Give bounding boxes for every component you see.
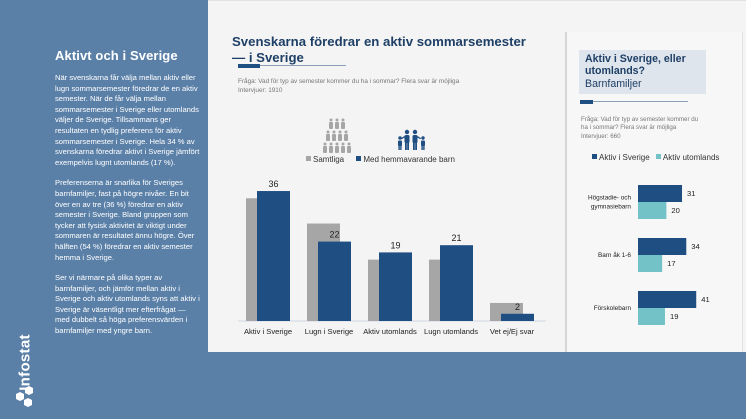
right-chart-subtitle: Barnfamiljer [585,78,642,90]
side-bar-chart: 31 20 Högstadie- och gymnasiebarn 34 17 Barn å… [588,185,710,325]
chart-title: Svenskarna föredrar en aktiv sommarsemes… [232,34,526,65]
legend-swatch-blue [592,154,597,159]
y-tick-label: gymnasiebarn [591,204,632,211]
bar-aktiv-utomlands [638,202,667,219]
legend-samtliga: Samtliga [306,155,344,164]
bar-med-barn [379,252,412,321]
bar-aktiv-utomlands [638,255,663,272]
data-label: 17 [667,259,675,268]
right-question: Fråga: Vad för typ av semester kommer du… [581,116,711,141]
legend-barn: Med hemmavarande barn [356,155,455,164]
data-label: 34 [691,242,699,251]
x-tick-label: Lugn i Sverige [305,327,354,336]
sidebar: Aktivt och i Sverige När svenskarna får … [55,48,200,347]
panel-divider [565,32,567,352]
legend-aktiv-sverige: Aktiv i Sverige [592,153,650,162]
question-text: Fråga: Vad för typ av semester kommer du… [238,78,460,85]
sidebar-paragraph: Ser vi närmare på olika typer av barnfam… [55,273,200,336]
data-label: 31 [687,189,695,198]
data-label: 19 [670,312,678,321]
bar-med-barn [501,313,534,321]
y-tick-label: Barn åk 1-6 [598,251,631,259]
data-label: 2 [515,302,520,312]
sidebar-heading: Aktivt och i Sverige [55,48,178,63]
family-icon [398,129,425,150]
interview-count: Intervjuer: 1910 [238,86,283,94]
title-accent-bar [238,64,260,68]
sidebar-paragraph: När svenskarna får välja mellan aktiv el… [55,73,200,167]
main-bar-chart: 36 Aktiv i Sverige 22 Lugn i Sverige 19 Aktiv… [238,179,546,336]
right-legend: Aktiv i Sverige Aktiv utomlands [592,153,729,162]
right-title-box [579,50,706,94]
hexagon-logo-icon [16,386,33,407]
x-tick-label: Lugn utomlands [424,327,478,336]
legend-label: Aktiv utomlands [662,153,720,162]
y-tick-label: Förskolebarn [594,305,632,312]
question-line: Fråga: Vad för typ av semester kommer du [581,116,699,123]
right-title-accent-bar [580,100,593,104]
bar-med-barn [318,241,351,321]
data-label: 20 [671,206,679,215]
right-chart-title: Aktiv i Sverige, eller utomlands? [585,53,686,77]
bar-aktiv-sverige [638,291,697,308]
data-label: 21 [451,233,461,243]
bar-aktiv-sverige [638,185,683,202]
legend-aktiv-utomlands: Aktiv utomlands [655,153,720,162]
legend-swatch-blue [356,156,362,161]
bar-aktiv-utomlands [638,308,665,325]
data-label: 19 [390,240,400,250]
legend-label: Med hemmavarande barn [363,155,455,164]
main-legend: Samtliga Med hemmavarande barn [306,155,465,164]
x-tick-label: Aktiv utomlands [363,327,417,336]
infostat-logo: Infostat [10,320,40,415]
crowd-icon [323,118,351,153]
legend-label: Aktiv i Sverige [599,153,650,162]
bar-aktiv-sverige [638,238,687,255]
bar-med-barn [257,191,290,321]
legend-swatch-teal [655,154,661,159]
legend-swatch-gray [306,156,311,161]
legend-label: Samtliga [313,155,345,164]
question-line: ha i sommar? Flera svar är möjliga [581,124,677,132]
data-label: 36 [268,179,278,189]
data-label: 41 [701,295,709,304]
interview-count: Intervjuer: 660 [581,132,621,140]
y-tick-label: Högstadie- och [588,195,631,202]
bar-med-barn [440,245,473,321]
data-label: 22 [329,230,339,240]
x-tick-label: Aktiv i Sverige [244,327,292,336]
sidebar-paragraph: Preferenserna är snarlika för Sveriges b… [55,178,195,262]
chart-subtitle: Fråga: Vad för typ av semester kommer du… [238,78,459,95]
x-tick-label: Vet ej/Ej svar [490,327,535,336]
right-title-underline [580,101,688,102]
title-underline [238,65,346,66]
